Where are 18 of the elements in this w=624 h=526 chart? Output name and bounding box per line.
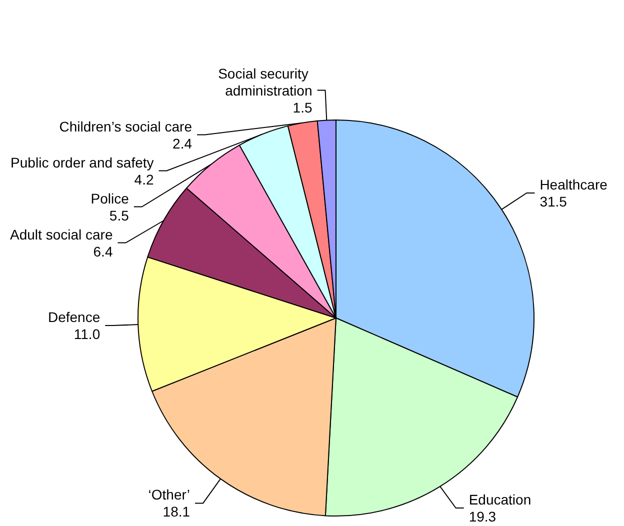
slice-label: Healthcare (540, 176, 608, 193)
data-label: 11.0 (74, 326, 100, 342)
slice-label: Defence (48, 309, 100, 326)
slice-label: Children’s social care (59, 118, 192, 134)
slice-label: Adult social care (10, 226, 113, 242)
data-label: 5.5 (109, 207, 130, 224)
slice-label: Education (468, 492, 532, 508)
data-label: 19.3 (468, 508, 496, 524)
data-label: 4.2 (134, 171, 154, 188)
data-label: 2.4 (172, 135, 192, 152)
slice-label: Public order and safety (10, 154, 154, 170)
data-label: 31.5 (540, 194, 568, 210)
data-label: 18.1 (162, 504, 190, 520)
slice-label: ‘Other’ (148, 486, 190, 503)
slice-label: Social security administration (218, 65, 312, 98)
slice-label: Police (90, 190, 130, 206)
data-label: 6.4 (93, 243, 113, 260)
data-label: 1.5 (292, 99, 312, 116)
